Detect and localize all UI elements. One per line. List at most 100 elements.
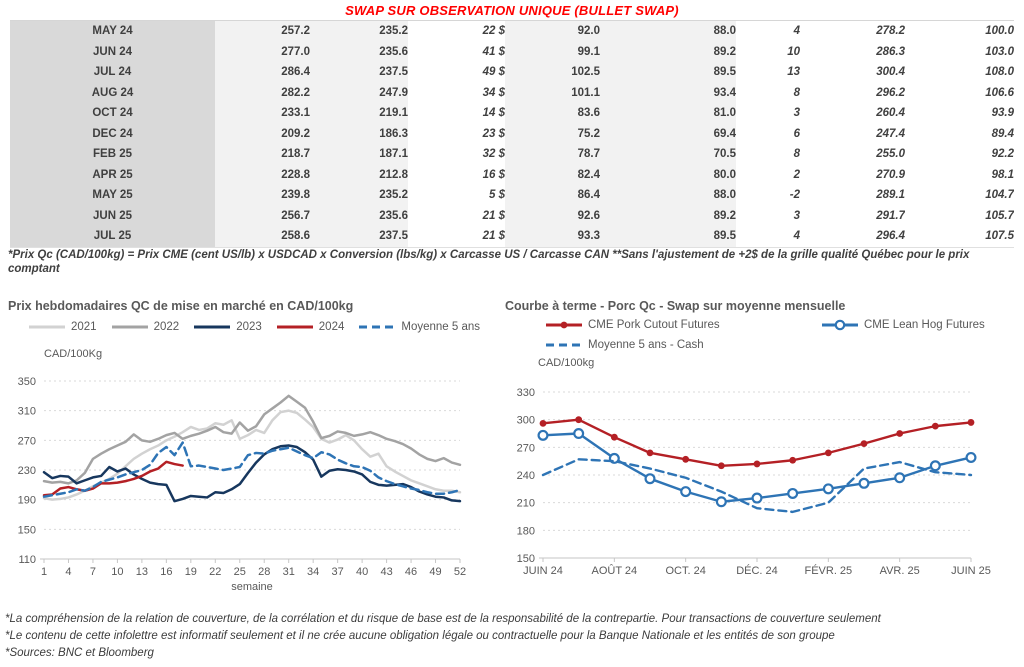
table-cell: 103.0	[985, 45, 1014, 58]
legend-label: Moyenne 5 ans	[401, 321, 481, 333]
legend-item-moyenne-5-ans: Moyenne 5 ans	[358, 321, 480, 333]
table-cell: 32 $	[482, 148, 505, 161]
table-cell: 4	[793, 230, 800, 243]
legend-item-cme-pork-cutout-futures: CME Pork Cutout Futures	[545, 319, 807, 331]
svg-text:110: 110	[18, 554, 36, 566]
legend-line-swatch	[359, 325, 396, 329]
table-cell: 8	[793, 148, 800, 161]
table-cell: 282.2	[215, 82, 310, 103]
table-cell: 89.5	[600, 226, 736, 247]
legend-item-2021: 2021	[28, 321, 97, 333]
table-cell: 21 $	[482, 230, 505, 243]
table-cell: 256.7	[215, 205, 310, 226]
legend-label: CME Pork Cutout Futures	[588, 319, 720, 331]
svg-text:270: 270	[18, 435, 36, 447]
table-cell: 258.6	[215, 226, 310, 247]
legend-label: CME Lean Hog Futures	[864, 319, 985, 331]
table-cell: 277.0	[215, 41, 310, 62]
table-cell: 187.1	[310, 144, 408, 165]
table-cell: 235.2	[310, 185, 408, 206]
table-cell: 289.1	[876, 189, 905, 202]
svg-text:31: 31	[283, 566, 295, 578]
table-cell: 93.3	[505, 226, 600, 247]
svg-text:230: 230	[18, 465, 36, 477]
svg-text:FÉVR. 25: FÉVR. 25	[804, 564, 852, 577]
table-cell: 247.4	[876, 127, 905, 140]
swap-table: MAY 24 257.2 235.2 22 $92.0 88.0 4 278.2 100.0 J…	[10, 20, 1014, 248]
table-cell: 100.0	[985, 25, 1014, 38]
svg-text:28: 28	[258, 566, 270, 578]
table-cell: 6	[793, 127, 800, 140]
legend-item-2023: 2023	[193, 321, 262, 333]
table-cell: 233.1	[215, 103, 310, 124]
svg-text:46: 46	[405, 566, 417, 578]
table-cell: 291.7	[876, 209, 905, 222]
weekly-price-chart-svg: 110 150 190 230 270 310 350 1 4 7 10 13 16 19 22 25 28 31…	[18, 376, 466, 593]
page-title: SWAP SUR OBSERVATION UNIQUE (BULLET SWAP…	[345, 3, 679, 18]
svg-text:300: 300	[517, 415, 535, 427]
table-cell: 255.0	[876, 148, 905, 161]
table-cell: 99.1	[505, 41, 600, 62]
table-cell: 107.5	[985, 230, 1014, 243]
table-cell: 102.5	[505, 62, 600, 83]
table-cell: JUL 24	[10, 62, 215, 83]
svg-text:40: 40	[356, 566, 368, 578]
table-cell: 13	[787, 66, 800, 79]
table-cell: 92.2	[991, 148, 1014, 161]
svg-text:OCT. 24: OCT. 24	[665, 565, 705, 577]
legend-line-swatch	[111, 325, 148, 329]
legend-label: 2022	[153, 321, 180, 333]
table-row: DEC 24 209.2 186.3 23 $75.2 69.4 6 247.4 89.4	[10, 123, 1014, 144]
table-row: MAY 25 239.8 235.2 5 $86.4 88.0 -2 289.1 104.7	[10, 185, 1014, 206]
svg-text:AOÛT 24: AOÛT 24	[592, 564, 638, 577]
table-cell: 14 $	[482, 107, 505, 120]
table-cell: 101.1	[505, 82, 600, 103]
table-cell: 92.0	[505, 20, 600, 42]
table-cell: 186.3	[310, 123, 408, 144]
table-cell: 300.4	[876, 66, 905, 79]
svg-text:22: 22	[209, 566, 221, 578]
svg-text:AVR. 25: AVR. 25	[880, 565, 920, 577]
table-cell: 108.0	[985, 66, 1014, 79]
table-cell: 4	[793, 25, 800, 38]
table-cell: 228.8	[215, 164, 310, 185]
svg-text:240: 240	[517, 470, 535, 482]
table-cell: 237.5	[310, 62, 408, 83]
table-cell: 21 $	[482, 209, 505, 222]
table-cell: 237.5	[310, 226, 408, 247]
table-cell: JUN 25	[10, 205, 215, 226]
legend-item-moyenne-5-ans-cash: Moyenne 5 ans - Cash	[545, 339, 704, 351]
table-cell: 3	[793, 209, 800, 222]
svg-text:210: 210	[517, 498, 535, 510]
svg-text:19: 19	[185, 566, 197, 578]
svg-text:34: 34	[307, 566, 319, 578]
legend-label: 2023	[236, 321, 262, 333]
table-cell: 105.7	[985, 209, 1014, 222]
table-row: JUL 24 286.4 237.5 49 $102.5 89.5 13 300.4 108.…	[10, 62, 1014, 83]
legend-label: 2024	[318, 321, 345, 333]
table-cell: OCT 24	[10, 103, 215, 124]
table-cell: JUN 24	[10, 41, 215, 62]
legend-item-cme-lean-hog-futures: CME Lean Hog Futures	[821, 319, 985, 331]
footer-notes: *La compréhension de la relation de couv…	[5, 611, 1019, 662]
svg-text:10: 10	[111, 566, 123, 578]
forward-curve-y-unit: CAD/100kg	[538, 357, 595, 369]
svg-text:190: 190	[18, 495, 36, 507]
svg-text:350: 350	[18, 376, 36, 388]
legend-line-swatch	[546, 321, 582, 329]
table-cell: 89.2	[600, 205, 736, 226]
table-cell: 10	[787, 45, 800, 58]
table-cell: 218.7	[215, 144, 310, 165]
table-cell: 235.6	[310, 205, 408, 226]
table-cell: 209.2	[215, 123, 310, 144]
legend-label: Moyenne 5 ans - Cash	[588, 339, 704, 351]
forward-curve-legend-row2: Moyenne 5 ans - Cash	[545, 339, 718, 351]
table-cell: 86.4	[505, 185, 600, 206]
table-row: APR 25 228.8 212.8 16 $82.4 80.0 2 270.9 98.1	[10, 164, 1014, 185]
table-row: JUN 25 256.7 235.6 21 $92.6 89.2 3 291.7 105.7	[10, 205, 1014, 226]
table-cell: 5 $	[489, 189, 505, 202]
weekly-chart-y-unit: CAD/100Kg	[44, 348, 103, 360]
svg-text:330: 330	[517, 387, 535, 399]
table-cell: 89.4	[991, 127, 1014, 140]
footer-note-1: *La compréhension de la relation de couv…	[5, 613, 881, 625]
